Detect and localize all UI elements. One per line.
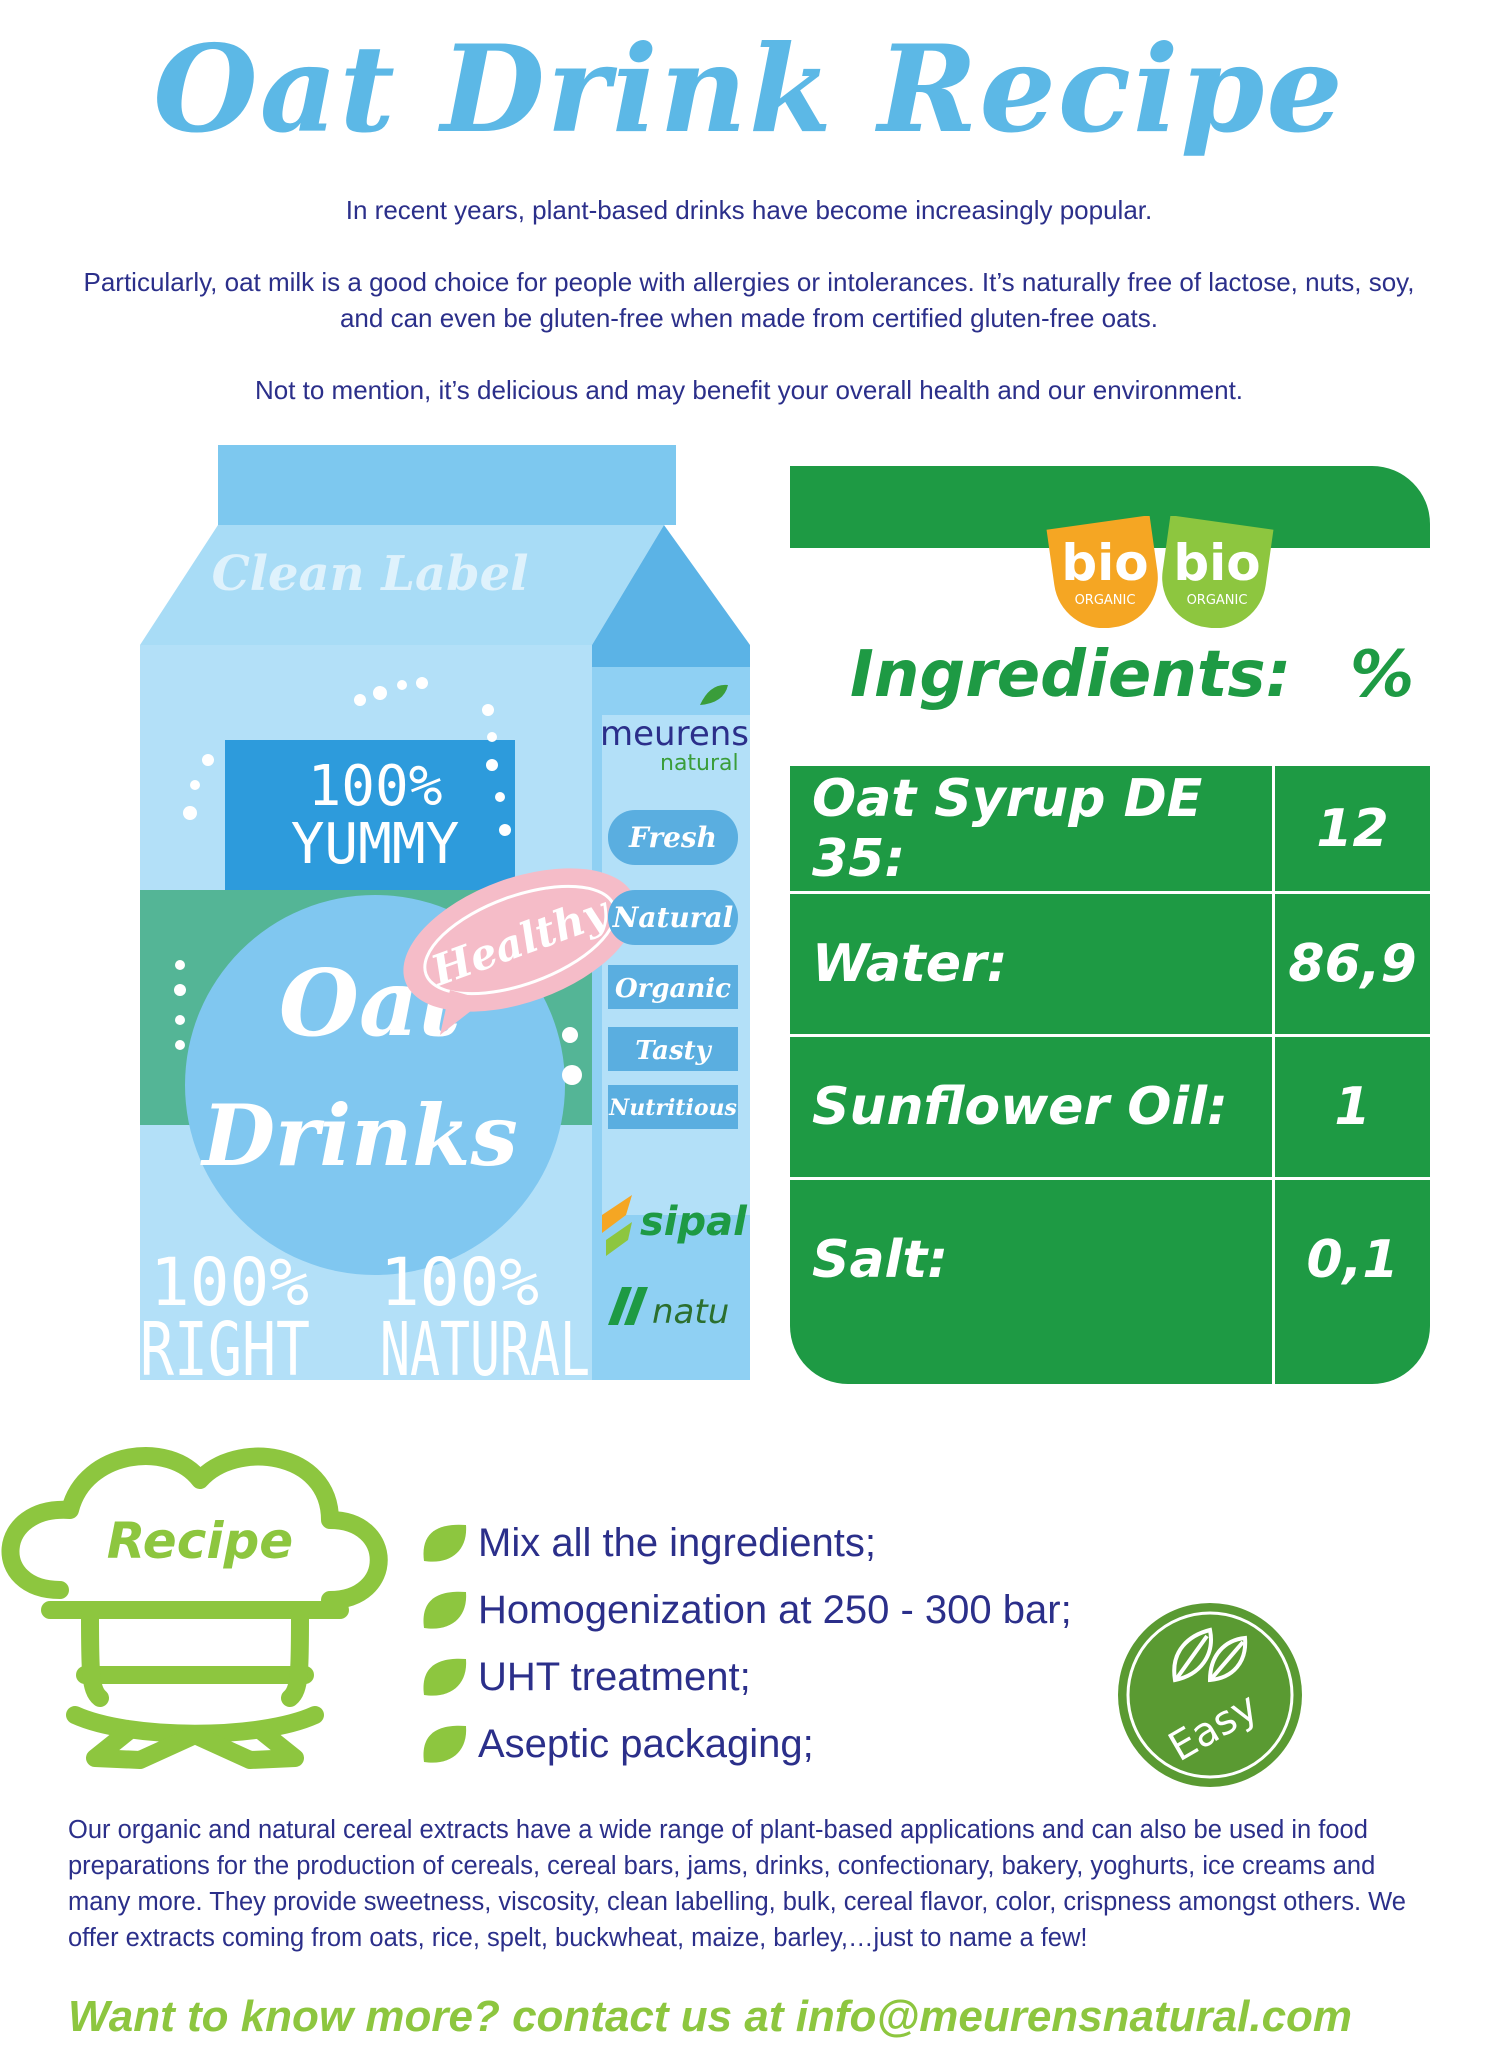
ingredients-title: Ingredients: — [850, 638, 1292, 712]
natu-logo-icon — [608, 1287, 648, 1325]
recipe-step: UHT treatment; — [420, 1652, 751, 1702]
intro-line-4: Not to mention, it’s delicious and may b… — [254, 375, 1244, 405]
recipe-step: Mix all the ingredients; — [420, 1518, 876, 1568]
ingredients-table: Oat Syrup DE 35: 12 Water: 86,9 Sunflowe… — [790, 766, 1430, 1384]
easy-badge: Easy — [1118, 1603, 1302, 1787]
ingredients-panel: bio ORGANIC bio ORGANIC Ingredients: % O… — [790, 466, 1430, 1384]
bio-badge-sub-2: ORGANIC — [1187, 593, 1248, 608]
oat-drink-carton-illustration: Clean Label 100% YUMMY Oat Drinks Health… — [140, 445, 750, 1380]
yummy-pct-text: 100% — [308, 754, 443, 819]
leaf-bullet-icon — [423, 1524, 467, 1562]
table-row: Salt: 0,1 — [790, 1180, 1430, 1340]
recipe-step-text: Mix all the ingredients; — [478, 1521, 876, 1565]
table-row: Oat Syrup DE 35: 12 — [790, 766, 1430, 894]
natu-text: natu — [652, 1292, 729, 1332]
contact-line: Want to know more? contact us at info@me… — [68, 1992, 1353, 2041]
bio-organic-badges: bio ORGANIC bio ORGANIC — [1046, 516, 1274, 628]
ingredient-value: 0,1 — [1306, 1230, 1399, 1290]
tag-tasty: Tasty — [635, 1036, 712, 1066]
bio-badge-word-2: bio — [1173, 534, 1260, 592]
about-paragraph: Our organic and natural cereal extracts … — [68, 1816, 1406, 1952]
intro-line-2: Particularly, oat milk is a good choice … — [83, 267, 1415, 297]
table-row: Sunflower Oil: 1 — [790, 1037, 1430, 1180]
natural-text: NATURAL — [380, 1307, 590, 1380]
table-divider — [1272, 766, 1275, 1384]
natural-pct-text: 100% — [380, 1244, 539, 1321]
clean-label-text: Clean Label — [212, 546, 529, 602]
ingredient-name: Water: — [812, 934, 1008, 994]
sipal-logo-icon — [602, 1195, 632, 1233]
brand-text: meurens — [600, 714, 749, 754]
bio-badge-sub: ORGANIC — [1075, 593, 1136, 608]
recipe-step-text: UHT treatment; — [478, 1655, 751, 1699]
recipe-step-text: Aseptic packaging; — [478, 1722, 814, 1766]
bio-badge-word: bio — [1061, 534, 1148, 592]
table-row: Water: 86,9 — [790, 894, 1430, 1037]
right-text: RIGHT — [140, 1307, 310, 1380]
ingredient-value: 86,9 — [1288, 934, 1417, 994]
right-pct-text: 100% — [150, 1244, 309, 1321]
brand-sub-text: natural — [660, 751, 739, 776]
ingredient-name: Sunflower Oil: — [812, 1077, 1228, 1137]
tag-fresh: Fresh — [628, 821, 717, 854]
tag-nutritious: Nutritious — [608, 1095, 737, 1121]
leaf-icon — [700, 684, 728, 705]
ingredient-value: 12 — [1316, 798, 1389, 859]
yummy-text: YUMMY — [291, 812, 460, 877]
intro-line-3: and can even be gluten-free when made fr… — [339, 303, 1159, 333]
percent-header: % — [1350, 638, 1415, 712]
ingredient-name: Oat Syrup DE 35: — [812, 768, 1203, 889]
recipe-step: Homogenization at 250 - 300 bar; — [420, 1585, 1072, 1635]
ingredient-value: 1 — [1334, 1077, 1371, 1137]
page-title: Oat Drink Recipe — [153, 19, 1345, 160]
recipe-step: Aseptic packaging; — [420, 1719, 814, 1769]
ingredient-name: Salt: — [812, 1230, 949, 1290]
drinks-text: Drinks — [200, 1086, 518, 1185]
intro-line-1: In recent years, plant-based drinks have… — [345, 195, 1153, 225]
chef-hat-icon: Recipe — [1, 1447, 388, 1769]
recipe-step-text: Homogenization at 250 - 300 bar; — [478, 1588, 1072, 1632]
recipe-label: Recipe — [107, 1512, 293, 1570]
leaves-icon — [1172, 1627, 1248, 1683]
leaf-bullet-icon — [423, 1658, 467, 1696]
tag-natural: Natural — [612, 901, 734, 934]
leaf-bullet-icon — [423, 1725, 467, 1763]
sipal-text: sipal — [640, 1199, 748, 1245]
tag-organic: Organic — [615, 974, 731, 1004]
leaf-bullet-icon — [423, 1591, 467, 1629]
